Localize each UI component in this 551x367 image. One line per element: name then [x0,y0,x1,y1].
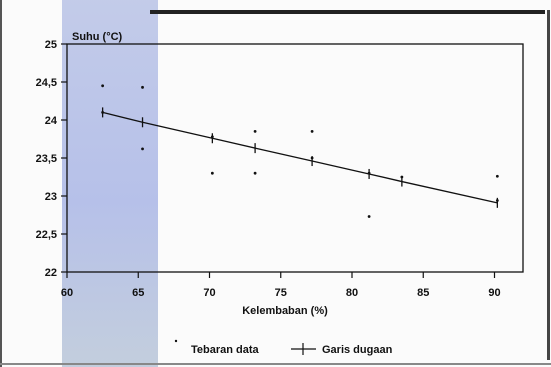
x-tick-label: 80 [346,287,358,299]
plot-frame [66,43,524,273]
y-tick-label: 23 [45,191,57,203]
data-point [310,130,314,133]
legend: Tebaran data Garis dugaan [174,339,393,356]
frame-right-border [547,10,550,360]
fit-line-series [101,107,499,208]
x-ticks: 60 65 70 75 80 85 90 [61,272,501,299]
x-tick-label: 60 [61,287,73,299]
data-point [253,171,257,175]
y-tick-label: 24 [45,115,58,127]
frame-top-border [150,10,545,14]
y-tick-label: 22 [45,267,57,279]
y-ticks: 22 22,5 23 23,5 24 24,5 25 [36,39,67,279]
x-tick-label: 70 [203,287,215,299]
x-tick-label: 65 [132,287,144,299]
y-tick-label: 23,5 [36,153,57,165]
data-point [495,174,499,178]
axes-group [66,43,524,273]
data-point [101,84,105,88]
x-tick-label: 90 [488,287,500,299]
legend-label-line: Garis dugaan [322,344,393,356]
y-tick-label: 25 [45,39,57,51]
data-point [210,135,214,139]
frame-bottom-border [0,363,551,365]
x-tick-label: 75 [275,287,287,299]
data-point [367,215,371,218]
fit-line [102,111,498,204]
data-points-series [101,84,499,218]
data-point [367,171,371,175]
x-tick-label: 85 [417,287,429,299]
data-point [101,111,105,114]
frame-left-border [0,0,2,367]
watermark-band [62,0,158,367]
data-point [310,156,314,160]
y-tick-label: 24,5 [36,77,57,89]
data-point [400,175,404,179]
data-point [141,147,144,151]
y-axis-label: Suhu (°C) [72,31,123,43]
data-point [210,171,214,175]
legend-label-points: Tebaran data [191,344,260,356]
y-tick-label: 22,5 [36,229,57,241]
data-point [253,130,257,133]
legend-point-marker [174,339,178,343]
data-point [141,85,144,89]
x-axis-label: Kelembaban (%) [242,305,328,317]
data-point [495,199,499,202]
